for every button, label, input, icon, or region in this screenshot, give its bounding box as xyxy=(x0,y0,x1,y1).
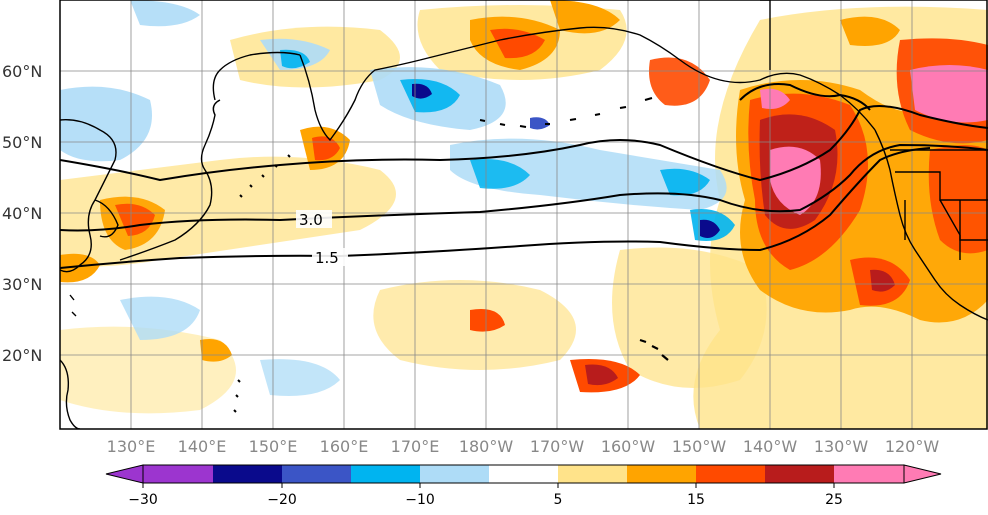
lon-label-130e: 130°E xyxy=(107,437,156,456)
contour-label-3-0: 3.0 xyxy=(299,211,323,229)
longitude-labels: 130°E 140°E 150°E 160°E 170°E 180°W 170°… xyxy=(107,437,940,456)
colorbar-segment xyxy=(765,465,834,483)
colorbar-label: 25 xyxy=(825,492,843,508)
coastlines xyxy=(60,0,988,429)
colorbar: −30 −20 −10 5 15 25 xyxy=(105,464,942,508)
colorbar-label: −20 xyxy=(267,492,297,508)
colorbar-label: −10 xyxy=(405,492,435,508)
lon-label-170w: 170°W xyxy=(530,437,585,456)
colorbar-segment xyxy=(489,465,558,483)
contour-lines xyxy=(60,83,988,269)
lon-label-140e: 140°E xyxy=(178,437,227,456)
colorbar-frame xyxy=(142,464,905,484)
colorbar-extend-max xyxy=(903,464,942,484)
lon-label-170e: 170°E xyxy=(391,437,440,456)
lat-label-30n: 30°N xyxy=(2,275,42,294)
lon-label-140w: 140°W xyxy=(743,437,798,456)
colorbar-segment xyxy=(558,465,627,483)
colorbar-segment xyxy=(143,465,213,483)
lat-label-40n: 40°N xyxy=(2,204,42,223)
colorbar-segment xyxy=(420,465,489,483)
lon-label-160w: 160°W xyxy=(601,437,656,456)
lat-label-60n: 60°N xyxy=(2,62,42,81)
contour-label-group: 3.0 1.5 xyxy=(296,210,348,267)
colorbar-segment xyxy=(696,465,765,483)
lon-label-120w: 120°W xyxy=(885,437,940,456)
colorbar-segment xyxy=(834,465,904,483)
lon-label-150e: 150°E xyxy=(249,437,298,456)
lon-label-160e: 160°E xyxy=(320,437,369,456)
colorbar-label: 15 xyxy=(687,492,705,508)
plot-frame xyxy=(59,0,988,430)
latitude-labels: 60°N 50°N 40°N 30°N 20°N xyxy=(2,62,42,365)
colorbar-label: −30 xyxy=(128,492,158,508)
lon-label-180w: 180°W xyxy=(459,437,514,456)
colorbar-segment xyxy=(282,465,351,483)
lat-label-20n: 20°N xyxy=(2,346,42,365)
colorbar-segment xyxy=(213,465,282,483)
lat-label-50n: 50°N xyxy=(2,133,42,152)
lon-label-150w: 150°W xyxy=(672,437,727,456)
colorbar-label: 5 xyxy=(554,492,563,508)
colorbar-extend-min xyxy=(105,464,144,484)
colorbar-segment xyxy=(627,465,696,483)
contour-label-1-5: 1.5 xyxy=(315,249,339,267)
lon-label-130w: 130°W xyxy=(814,437,869,456)
colorbar-segment xyxy=(351,465,420,483)
